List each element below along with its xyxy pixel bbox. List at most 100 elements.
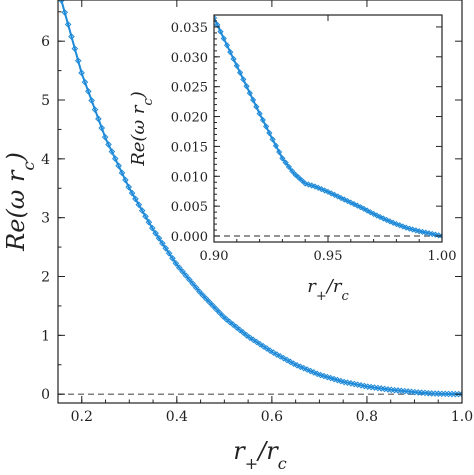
- main-data-point: [95, 115, 102, 123]
- main-data-point: [337, 377, 345, 385]
- main-data-point: [229, 321, 237, 328]
- inset-data-point: [259, 116, 266, 124]
- main-data-point: [138, 207, 146, 214]
- inset-data-point: [256, 110, 263, 117]
- main-data-point: [212, 305, 220, 313]
- inset-data-point: [282, 159, 289, 166]
- inset-data-point: [328, 190, 335, 197]
- main-data-point: [209, 302, 217, 310]
- inset-data-point: [243, 83, 250, 90]
- main-data-point: [192, 284, 200, 291]
- main-data-point: [169, 254, 176, 262]
- inset-y-tick-label: 0.035: [171, 21, 208, 36]
- inset-data-point: [279, 155, 286, 162]
- main-data-point: [223, 315, 230, 323]
- inset-plot-area: [214, 15, 442, 242]
- main-data-point: [266, 347, 274, 354]
- main-data-point: [196, 288, 203, 295]
- inset-data-point: [295, 174, 302, 181]
- main-data-point: [145, 218, 153, 226]
- main-x-tick-label: 0.8: [356, 409, 378, 425]
- main-data-point: [115, 162, 122, 170]
- main-data-point: [206, 298, 213, 306]
- inset-data-point: [321, 187, 328, 194]
- inset-data-point: [236, 69, 244, 76]
- main-data-point: [320, 372, 328, 380]
- main-data-point: [172, 259, 180, 267]
- inset-x-axis-title: r+/rc: [307, 276, 349, 304]
- inset-data-point: [432, 231, 439, 238]
- main-data-point: [111, 155, 119, 162]
- main-data-point: [182, 272, 190, 279]
- inset-data-point: [406, 225, 413, 232]
- main-data-point: [155, 234, 163, 242]
- main-data-point: [58, 0, 65, 4]
- main-y-axis-title: Re(ω rc): [2, 152, 38, 252]
- main-data-point: [165, 249, 173, 257]
- inset-data-point: [350, 201, 358, 208]
- inset-data-point: [425, 230, 433, 237]
- main-data-point: [290, 360, 297, 367]
- inset-y-tick-label: 0.025: [171, 81, 208, 96]
- inset-data-point: [217, 28, 224, 35]
- main-data-point: [276, 353, 284, 360]
- main-x-tick-label: 0.4: [166, 409, 188, 425]
- inset-data-point: [298, 177, 306, 184]
- main-data-point: [91, 106, 99, 113]
- inset-data-point: [223, 42, 231, 49]
- main-data-point: [310, 369, 318, 376]
- main-data-point: [152, 229, 159, 237]
- main-data-point: [162, 244, 170, 252]
- inset-y-tick-label: 0.005: [171, 200, 208, 215]
- main-data-point: [125, 183, 133, 191]
- main-data-point: [148, 224, 156, 232]
- inset-data-point: [396, 222, 403, 229]
- main-data-point: [317, 371, 324, 379]
- main-data-point: [280, 354, 287, 362]
- inset-data-point: [429, 230, 436, 238]
- inset-data-point: [305, 181, 312, 188]
- main-data-point: [260, 343, 267, 350]
- inset-x-tick-label: 0.90: [200, 249, 229, 264]
- main-data-point: [219, 312, 227, 320]
- inset-y-tick-label: 0.000: [171, 230, 208, 245]
- inset-data-point: [354, 202, 361, 209]
- main-data-point: [307, 367, 314, 375]
- inset-data-point: [383, 216, 390, 224]
- inset-data-point: [253, 103, 260, 110]
- main-x-axis-title: r+/rc: [233, 437, 286, 470]
- inset-plot: 0.90 0.95 1.00 0.000 0.005 0.010 0.015 0.020 0.0…: [128, 14, 457, 304]
- main-data-point: [216, 309, 223, 317]
- inset-data-point: [233, 62, 240, 69]
- inset-data-point: [334, 193, 341, 200]
- main-y-tick-label: 0: [41, 387, 50, 403]
- main-y-tick-label: 5: [41, 93, 50, 109]
- inset-data-point: [331, 191, 338, 199]
- inset-data-point: [412, 227, 420, 234]
- inset-data-point: [227, 49, 234, 56]
- main-data-point: [135, 201, 143, 209]
- inset-data-point: [363, 207, 371, 214]
- main-data-point: [297, 363, 304, 371]
- inset-data-point: [367, 209, 374, 216]
- main-x-tick-label: 1.0: [451, 409, 473, 425]
- inset-data-point: [220, 35, 227, 42]
- inset-data-point: [289, 168, 296, 175]
- inset-data-point: [285, 163, 293, 171]
- main-data-point: [185, 276, 193, 283]
- inset-x-tick-label: 1.00: [428, 249, 457, 264]
- main-data-point: [122, 176, 129, 184]
- inset-data-point: [386, 218, 393, 225]
- main-data-point: [270, 349, 277, 356]
- main-data-point: [132, 195, 139, 203]
- inset-data-point: [308, 182, 315, 189]
- inset-data-point: [240, 76, 247, 83]
- main-y-tick-label: 4: [41, 152, 50, 168]
- main-data-point: [327, 374, 335, 382]
- main-data-point: [64, 21, 72, 28]
- main-data-point: [458, 390, 462, 398]
- inset-data-point: [360, 205, 367, 212]
